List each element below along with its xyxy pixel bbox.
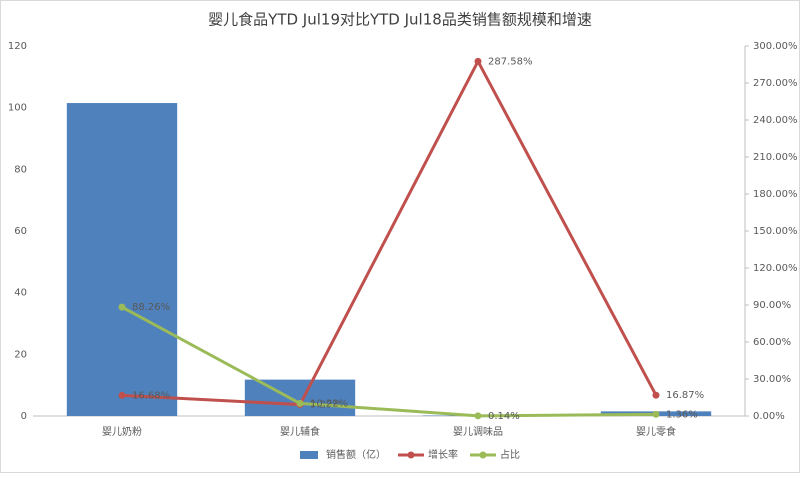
y2-tick-label: 210.00%: [753, 152, 798, 163]
legend-label: 占比: [500, 448, 520, 461]
marker: [119, 304, 126, 311]
marker: [119, 392, 126, 399]
data-label: 287.58%: [488, 56, 533, 67]
y-tick-label: 20: [14, 349, 27, 360]
data-label: 1.36%: [666, 409, 698, 420]
y-tick-label: 60: [14, 226, 27, 237]
data-label: 0.14%: [488, 411, 520, 422]
marker: [653, 392, 660, 399]
y-tick-label: 120: [8, 41, 27, 52]
legend-swatch: [300, 451, 318, 459]
y2-tick-label: 240.00%: [753, 115, 798, 126]
y2-tick-label: 180.00%: [753, 189, 798, 200]
legend-marker: [408, 452, 415, 459]
marker: [653, 411, 660, 418]
y-tick-label: 100: [8, 103, 27, 114]
legend-label: 销售额（亿）: [326, 448, 386, 461]
data-label: 16.68%: [132, 390, 170, 401]
marker: [297, 400, 304, 407]
data-label: 16.87%: [666, 390, 704, 401]
y-tick-label: 0: [21, 411, 27, 422]
y-tick-label: 80: [14, 164, 27, 175]
x-tick-label: 婴儿辅食: [280, 425, 320, 438]
y2-tick-label: 30.00%: [753, 374, 791, 385]
data-label: 88.26%: [132, 302, 170, 313]
marker: [475, 412, 482, 419]
y2-tick-label: 90.00%: [753, 300, 791, 311]
data-label: 10.22%: [310, 398, 348, 409]
bar: [67, 103, 177, 416]
legend-label: 增长率: [428, 448, 458, 461]
x-tick-label: 婴儿奶粉: [102, 425, 142, 438]
y2-tick-label: 60.00%: [753, 337, 791, 348]
y2-tick-label: 300.00%: [753, 41, 798, 52]
y-tick-label: 40: [14, 288, 27, 299]
y2-tick-label: 0.00%: [753, 411, 785, 422]
y2-tick-label: 270.00%: [753, 78, 798, 89]
legend-marker: [480, 452, 487, 459]
y2-tick-label: 120.00%: [753, 263, 798, 274]
marker: [475, 58, 482, 65]
x-tick-label: 婴儿调味品: [453, 426, 503, 438]
x-tick-label: 婴儿零食: [636, 425, 676, 438]
chart-title: 婴儿食品YTD Jul19对比YTD Jul18品类销售额规模和增速: [208, 11, 592, 29]
y2-tick-label: 150.00%: [753, 226, 798, 237]
